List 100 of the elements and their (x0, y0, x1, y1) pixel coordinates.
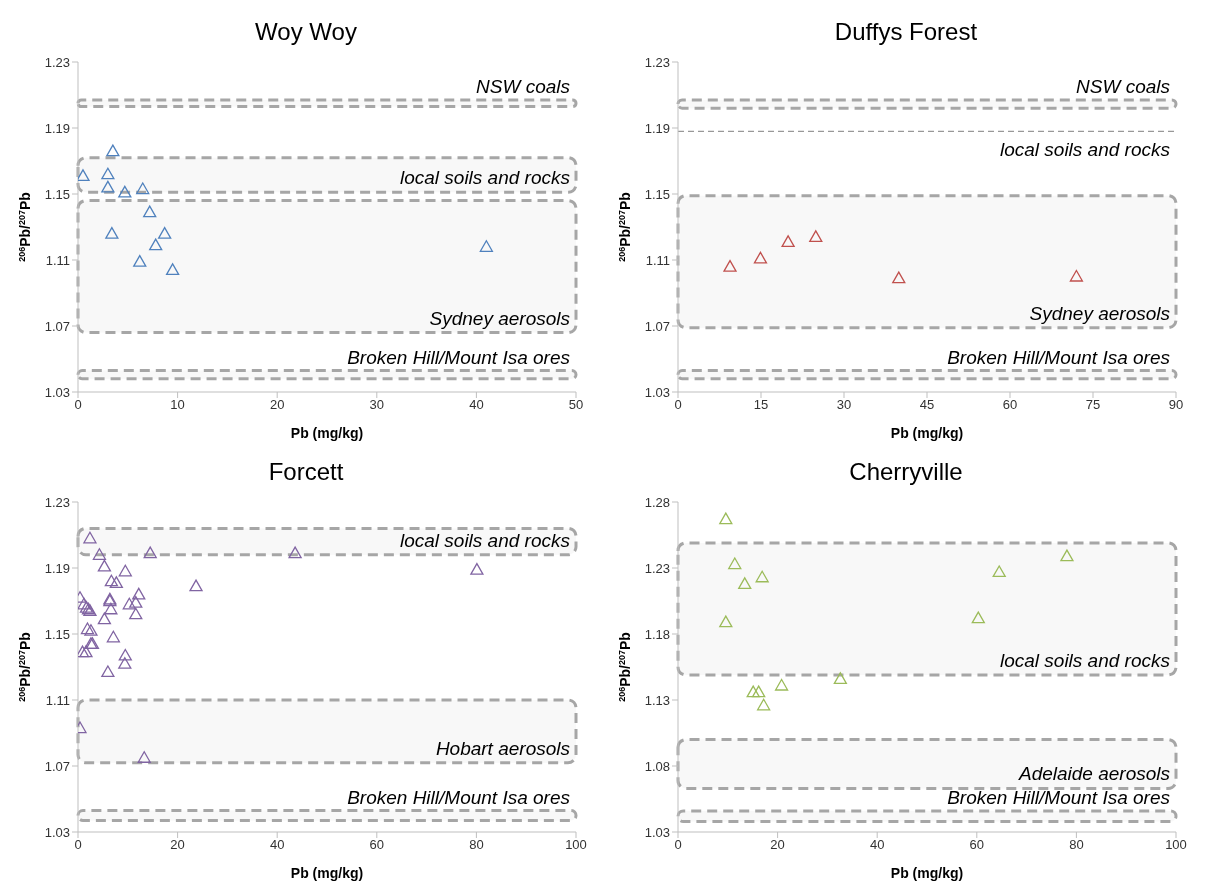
point (133, 255, 147, 267)
x-axis-title: Pb (mg/kg) (290, 425, 364, 441)
y-tick-label: 1.03 (44, 824, 70, 840)
band-label: local soils and rocks (999, 649, 1171, 671)
band-label: Adelaide aerosols (1017, 763, 1171, 785)
x-tick-label: 60 (1002, 397, 1018, 413)
point (470, 563, 484, 575)
point (109, 576, 123, 588)
chart-title: Duffys Forest (833, 17, 979, 47)
point (774, 678, 789, 691)
point (80, 622, 95, 635)
point (97, 612, 112, 625)
band-label: NSW coals (476, 75, 571, 97)
band-label: Hobart aerosols (435, 737, 571, 759)
point (118, 648, 132, 661)
y-tick-label: 1.03 (44, 384, 70, 400)
y-tick-label: 1.07 (644, 318, 670, 334)
point (1069, 269, 1084, 282)
point (809, 230, 823, 243)
x-tick-label: 60 (369, 837, 385, 853)
point (97, 559, 112, 572)
point (118, 185, 132, 198)
x-tick-label: 80 (469, 837, 484, 853)
y-tick-label: 1.15 (44, 186, 70, 202)
x-tick-label: 90 (1168, 397, 1184, 413)
point (149, 238, 163, 251)
band-label: Sydney aerosols (1029, 302, 1171, 324)
point (833, 672, 847, 685)
band-label: NSW coals (1076, 75, 1171, 97)
point (738, 577, 752, 589)
point (752, 685, 766, 698)
point (892, 271, 906, 284)
point (84, 624, 98, 636)
point (101, 665, 115, 678)
y-tick-label: 1.11 (45, 252, 70, 268)
band-label: Broken Hill/Mount Isa ores (947, 346, 1171, 368)
x-tick-label: 20 (170, 837, 185, 853)
point (971, 611, 985, 624)
chart-title: Cherryville (848, 457, 964, 487)
y-tick-label: 1.08 (644, 758, 670, 774)
x-tick-label: 30 (836, 397, 852, 413)
point (158, 226, 172, 239)
point (101, 180, 115, 193)
point (118, 564, 132, 577)
point (92, 548, 107, 560)
point (189, 579, 203, 592)
point (992, 565, 1006, 578)
x-tick-label: 100 (565, 837, 587, 853)
x-tick-label: 30 (369, 397, 385, 413)
x-tick-label: 10 (170, 397, 185, 413)
point (105, 226, 119, 239)
x-tick-label: 20 (269, 397, 285, 413)
y-tick-label: 1.15 (644, 186, 670, 202)
point (83, 531, 97, 544)
y-tick-label: 1.23 (644, 54, 670, 70)
point (1060, 549, 1074, 562)
y-tick-label: 1.03 (644, 824, 670, 840)
point (129, 596, 143, 608)
point (753, 251, 768, 264)
point (719, 615, 733, 628)
point (137, 751, 151, 763)
point (106, 630, 121, 643)
point (165, 263, 180, 276)
y-tick-label: 1.13 (644, 692, 670, 708)
x-tick-label: 15 (753, 397, 769, 413)
x-tick-label: 40 (469, 397, 484, 413)
y-tick-label: 1.07 (44, 318, 70, 334)
point (781, 235, 795, 247)
x-tick-label: 80 (1069, 837, 1084, 853)
ref-line-label: local soils and rocks (999, 139, 1171, 161)
point (746, 685, 760, 698)
x-axis-title: Pb (mg/kg) (890, 865, 964, 881)
point (104, 574, 119, 587)
band-label: Broken Hill/Mount Isa ores (347, 346, 571, 368)
point (143, 546, 157, 559)
x-tick-label: 100 (1165, 837, 1187, 853)
x-tick-label: 0 (74, 837, 82, 853)
y-tick-label: 1.28 (644, 494, 670, 510)
y-tick-label: 1.19 (644, 120, 670, 136)
y-tick-label: 1.23 (44, 54, 70, 70)
y-tick-label: 1.07 (44, 758, 70, 774)
band-label: Broken Hill/Mount Isa ores (947, 786, 1171, 808)
point (136, 182, 150, 195)
y-tick-label: 1.23 (644, 560, 670, 576)
point (723, 259, 737, 272)
x-axis-title: Pb (mg/kg) (890, 425, 964, 441)
point (719, 512, 733, 525)
point (101, 167, 115, 180)
x-tick-label: 40 (269, 837, 285, 853)
x-tick-label: 20 (770, 837, 785, 853)
y-tick-label: 1.03 (644, 384, 670, 400)
x-tick-label: 45 (919, 397, 935, 413)
x-tick-label: 40 (869, 837, 885, 853)
chart-title: Forcett (267, 457, 345, 487)
point (755, 570, 769, 583)
point (118, 657, 132, 669)
point (129, 607, 143, 620)
x-tick-label: 75 (1085, 397, 1101, 413)
y-tick-label: 1.19 (44, 560, 70, 576)
point (132, 587, 146, 600)
